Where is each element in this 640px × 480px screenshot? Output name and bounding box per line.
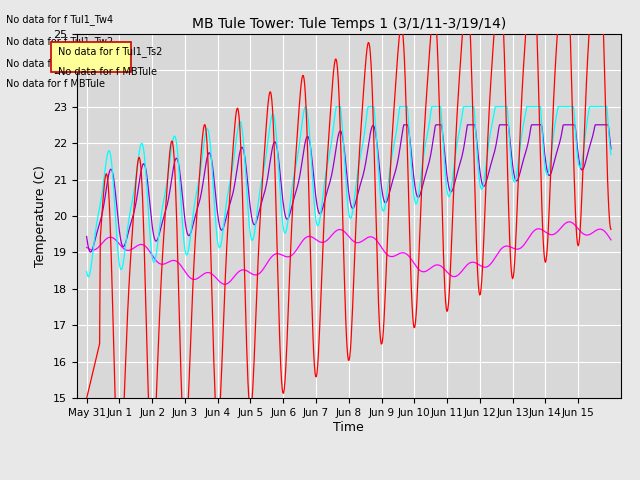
Tul1_Ts-32cm [403,252,411,257]
Line: Tul1_Ts-16cm: Tul1_Ts-16cm [86,125,611,252]
Tul1_Ts-32cm [83,244,90,250]
Tul1_Ts-32cm [241,267,249,273]
Tul1_Tw+10cm [83,396,90,401]
Text: No data for f MBTule: No data for f MBTule [6,79,106,89]
Tul1_Ts-16cm [607,146,615,152]
Tul1_Ts-16cm [87,249,95,255]
Title: MB Tule Tower: Tule Temps 1 (3/1/11-3/19/14): MB Tule Tower: Tule Temps 1 (3/1/11-3/19… [191,17,506,31]
Tul1_Tw+10cm [145,408,153,414]
Tul1_Ts-16cm [287,207,295,213]
Text: No data for f Tul1_Tw4: No data for f Tul1_Tw4 [6,14,113,25]
Tul1_Ts-8cm [333,104,340,109]
Legend: Tul1_Tw+10cm, Tul1_Ts-8cm, Tul1_Ts-16cm, Tul1_Ts-32cm: Tul1_Tw+10cm, Tul1_Ts-8cm, Tul1_Ts-16cm,… [98,475,600,480]
Tul1_Ts-32cm [433,262,440,268]
Tul1_Ts-8cm [607,152,615,157]
Tul1_Tw+10cm [287,238,295,243]
Y-axis label: Temperature (C): Temperature (C) [35,165,47,267]
Tul1_Ts-16cm [145,191,153,197]
Tul1_Tw+10cm [607,227,615,232]
Tul1_Ts-32cm [221,281,228,287]
Tul1_Ts-16cm [241,157,249,163]
Tul1_Ts-32cm [607,237,615,243]
Text: No data for f Tul1_Ts2: No data for f Tul1_Ts2 [58,47,162,58]
Tul1_Ts-32cm [144,246,152,252]
Text: No data for f MBTule: No data for f MBTule [58,67,157,77]
Tul1_Ts-8cm [145,216,153,221]
Tul1_Ts-8cm [433,104,441,109]
Tul1_Tw+10cm [433,43,441,49]
Tul1_Tw+10cm [429,12,437,18]
Tul1_Ts-16cm [433,122,441,128]
Tul1_Ts-32cm [565,219,573,225]
Tul1_Ts-16cm [268,152,275,157]
Tul1_Ts-8cm [287,192,295,198]
Text: No data for f Tul1_Ts2: No data for f Tul1_Ts2 [6,58,111,69]
Line: Tul1_Ts-32cm: Tul1_Ts-32cm [86,222,611,284]
Tul1_Ts-16cm [83,234,90,240]
Tul1_Ts-8cm [404,110,412,116]
Line: Tul1_Ts-8cm: Tul1_Ts-8cm [86,107,611,277]
Tul1_Ts-8cm [268,115,275,121]
Tul1_Tw+10cm [403,144,411,149]
X-axis label: Time: Time [333,421,364,434]
Tul1_Tw+10cm [112,414,120,420]
Tul1_Ts-32cm [268,254,275,260]
Tul1_Ts-32cm [287,253,295,259]
Tul1_Tw+10cm [268,92,275,97]
Tul1_Ts-16cm [404,122,412,128]
Tul1_Ts-8cm [83,268,90,274]
Tul1_Ts-16cm [400,122,408,128]
Tul1_Ts-8cm [241,164,249,169]
Tul1_Tw+10cm [241,295,249,300]
Line: Tul1_Tw+10cm: Tul1_Tw+10cm [86,15,611,417]
Tul1_Ts-8cm [85,274,93,280]
Text: No data for f Tul1_Tw2: No data for f Tul1_Tw2 [6,36,114,47]
